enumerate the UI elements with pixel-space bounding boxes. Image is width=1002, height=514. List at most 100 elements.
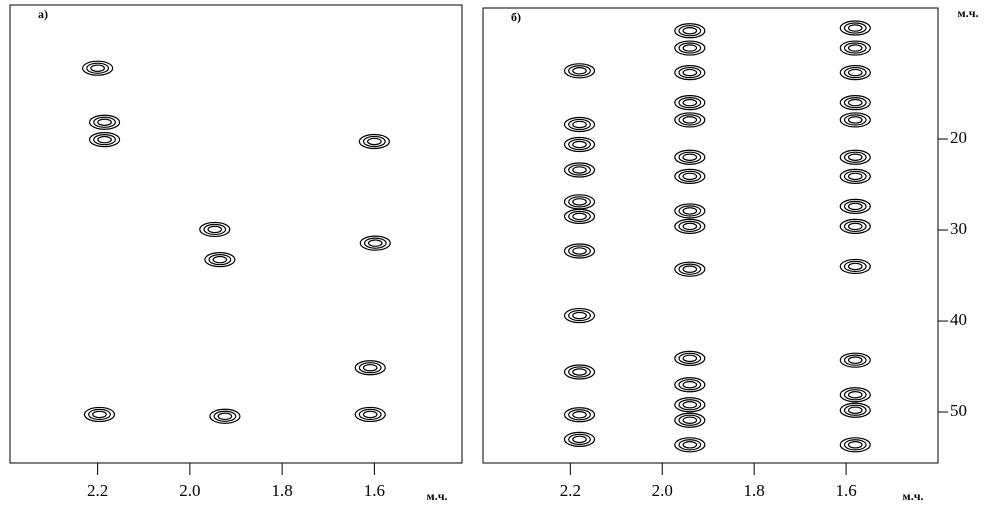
contour-line bbox=[362, 135, 386, 148]
contour-line bbox=[847, 116, 863, 124]
contour-line bbox=[568, 138, 591, 151]
contour-line bbox=[839, 95, 871, 111]
cross-peak bbox=[674, 95, 706, 111]
contour-line bbox=[839, 198, 871, 214]
contour-line bbox=[843, 404, 867, 416]
contour-line bbox=[572, 212, 587, 221]
cross-peak bbox=[83, 406, 116, 423]
contour-line bbox=[839, 352, 871, 368]
contour-line bbox=[674, 149, 706, 165]
contour-line bbox=[682, 207, 698, 215]
cross-peak bbox=[839, 402, 871, 418]
cross-peak bbox=[209, 408, 241, 424]
panel-label: а) bbox=[38, 7, 48, 21]
cross-peak bbox=[354, 406, 386, 423]
cross-peak bbox=[563, 307, 596, 324]
contour-line bbox=[682, 441, 698, 449]
x-tick-label: 2.2 bbox=[87, 481, 108, 500]
contour-line bbox=[678, 352, 702, 364]
contour-line bbox=[843, 151, 867, 163]
contour-line bbox=[572, 166, 587, 174]
contour-line bbox=[839, 149, 871, 165]
contour-line bbox=[572, 198, 587, 206]
contour-line bbox=[362, 363, 378, 372]
contour-line bbox=[839, 218, 871, 234]
cross-peak bbox=[674, 377, 706, 393]
contour-line bbox=[568, 309, 591, 322]
contour-line bbox=[90, 64, 105, 72]
contour-line bbox=[682, 116, 698, 124]
contour-line bbox=[682, 27, 698, 35]
contour-line bbox=[678, 379, 702, 391]
cross-peak bbox=[563, 116, 596, 133]
contour-line bbox=[88, 408, 111, 421]
y-tick-label: 40 bbox=[950, 310, 967, 329]
cross-peak bbox=[82, 60, 114, 76]
contour-line bbox=[674, 95, 706, 111]
cross-peak bbox=[839, 112, 871, 128]
cross-peak bbox=[88, 132, 121, 148]
contour-line bbox=[572, 140, 587, 149]
cross-peak bbox=[839, 218, 871, 234]
contour-line bbox=[839, 65, 871, 81]
contour-line bbox=[847, 441, 863, 449]
contour-line bbox=[678, 66, 702, 79]
contour-line bbox=[207, 225, 223, 234]
contour-line bbox=[563, 243, 596, 259]
contour-line bbox=[367, 137, 382, 146]
y-tick-label: 30 bbox=[950, 219, 967, 238]
contour-line bbox=[86, 62, 110, 74]
contour-line bbox=[847, 222, 863, 231]
contour-line bbox=[682, 380, 698, 389]
contour-line bbox=[563, 307, 596, 324]
contour-line bbox=[847, 391, 863, 399]
contour-line bbox=[674, 377, 706, 393]
contour-line bbox=[847, 172, 863, 181]
contour-line bbox=[563, 116, 596, 133]
contour-line bbox=[204, 252, 236, 268]
contour-line bbox=[678, 114, 702, 126]
cross-peak bbox=[839, 95, 871, 111]
contour-line bbox=[568, 210, 591, 223]
contour-line bbox=[217, 412, 233, 421]
contour-line bbox=[674, 40, 706, 56]
contour-line bbox=[359, 235, 391, 251]
contour-line bbox=[678, 42, 702, 54]
contour-line bbox=[682, 172, 698, 181]
contour-line bbox=[843, 96, 867, 109]
contour-line bbox=[93, 116, 116, 128]
contour-line bbox=[354, 406, 386, 423]
contour-line bbox=[568, 433, 591, 445]
x-tick-label: 1.8 bbox=[744, 481, 765, 500]
contour-line bbox=[843, 220, 867, 233]
x-tick-label: 2.0 bbox=[652, 481, 673, 500]
contour-line bbox=[354, 360, 386, 376]
cross-peak bbox=[674, 112, 706, 128]
contour-line bbox=[563, 162, 596, 178]
contour-line bbox=[847, 24, 863, 32]
contour-line bbox=[678, 96, 702, 109]
contour-line bbox=[674, 261, 706, 277]
cross-peak bbox=[359, 235, 391, 251]
cross-peak bbox=[839, 198, 871, 214]
contour-line bbox=[568, 196, 591, 208]
contour-line bbox=[358, 133, 390, 150]
cross-peak bbox=[674, 168, 706, 184]
cross-peak bbox=[674, 40, 706, 56]
contour-line bbox=[208, 254, 232, 266]
cross-peak bbox=[563, 194, 596, 210]
contour-line bbox=[209, 408, 241, 424]
cross-peak bbox=[674, 437, 706, 453]
contour-line bbox=[843, 114, 867, 126]
contour-line bbox=[682, 416, 698, 424]
cross-peak bbox=[839, 352, 871, 368]
contour-line bbox=[847, 202, 863, 211]
contour-line bbox=[839, 387, 871, 403]
contour-line bbox=[839, 437, 871, 453]
contour-line bbox=[678, 263, 702, 275]
cross-peak bbox=[839, 149, 871, 165]
x-axis-label: м.ч. bbox=[903, 489, 924, 503]
contour-line bbox=[568, 65, 591, 77]
contour-line bbox=[847, 68, 863, 77]
contour-line bbox=[572, 247, 587, 255]
